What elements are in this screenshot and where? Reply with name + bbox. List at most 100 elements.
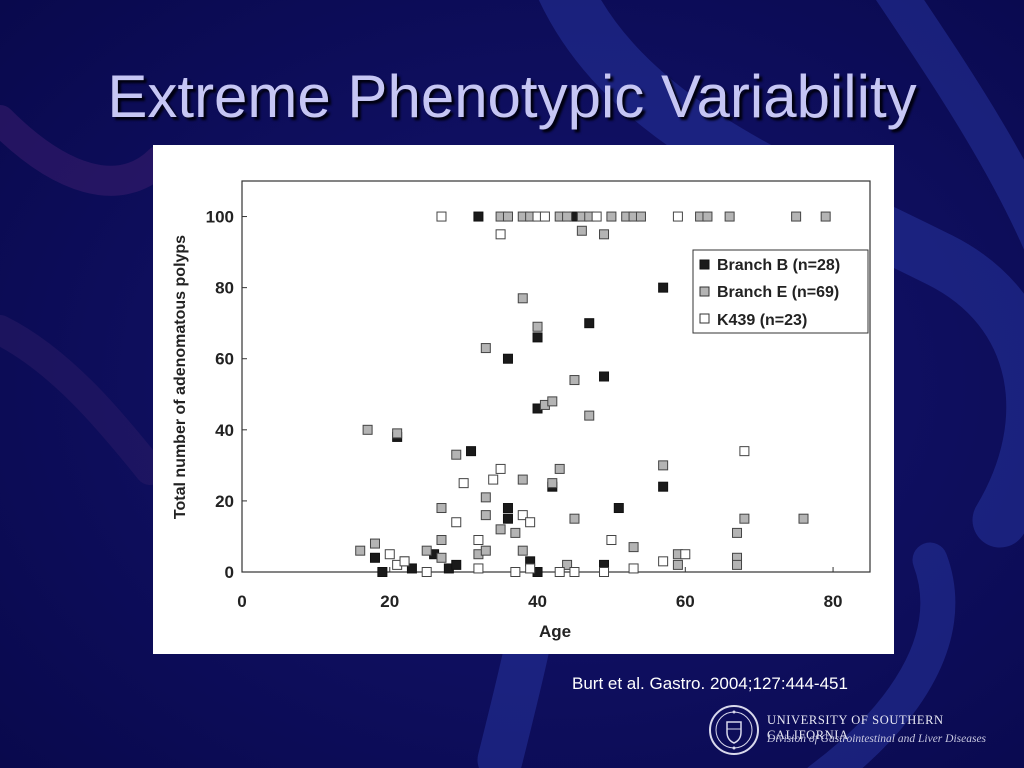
data-point (672, 559, 683, 570)
data-point (791, 211, 802, 222)
data-point (547, 396, 558, 407)
data-point (480, 510, 491, 521)
data-point (613, 503, 624, 514)
data-point (599, 371, 610, 382)
data-point (502, 503, 513, 514)
data-point (355, 545, 366, 556)
data-point (739, 446, 750, 457)
data-point (510, 567, 521, 577)
data-point (488, 474, 499, 485)
data-point (502, 353, 513, 364)
data-point (658, 556, 669, 567)
data-point (532, 332, 543, 343)
data-point (495, 463, 506, 474)
data-point (554, 463, 565, 474)
x-tick-label: 20 (380, 592, 399, 611)
data-point (539, 211, 550, 222)
data-point (562, 211, 573, 222)
data-point (658, 481, 669, 492)
data-point (517, 474, 528, 485)
y-tick-label: 100 (206, 208, 234, 227)
data-point (798, 513, 809, 524)
data-point (480, 343, 491, 354)
data-point (672, 211, 683, 222)
data-point (724, 211, 735, 222)
data-point (517, 293, 528, 304)
plot-area-frame (241, 180, 871, 573)
data-point (473, 535, 484, 546)
data-point (369, 538, 380, 549)
data-point (495, 524, 506, 535)
data-point (732, 559, 743, 570)
legend: Branch B (n=28) Branch E (n=69) K439 (n=… (692, 249, 869, 334)
data-point (532, 321, 543, 332)
series-0 (369, 211, 669, 577)
data-point (421, 545, 432, 556)
data-point (480, 545, 491, 556)
x-tick-label: 80 (824, 592, 843, 611)
series-2 (384, 211, 750, 577)
data-point (554, 567, 565, 577)
y-tick-label: 60 (215, 350, 234, 369)
scatter-chart: 0 20 40 60 80 100 0 20 40 60 80 Age Total number … (172, 180, 871, 641)
x-tick-label: 0 (237, 592, 246, 611)
data-points (355, 211, 831, 577)
data-point (436, 535, 447, 546)
data-point (547, 478, 558, 489)
x-tick-label: 60 (676, 592, 695, 611)
university-name: UNIVERSITY OF SOUTHERN CALIFORNIA (767, 713, 944, 742)
data-point (369, 552, 380, 563)
data-point (384, 549, 395, 560)
data-point (517, 510, 528, 521)
data-point (599, 567, 610, 577)
data-point (495, 229, 506, 240)
legend-box (692, 249, 869, 334)
slide-title: Extreme Phenotypic Variability (107, 63, 917, 130)
data-point (702, 211, 713, 222)
division-name: Division of Gastrointestinal and Liver D… (767, 733, 987, 745)
data-point (480, 492, 491, 503)
data-point (517, 545, 528, 556)
data-point (436, 503, 447, 514)
legend-marker-branch-e (699, 286, 710, 297)
data-point (569, 567, 580, 577)
data-point (562, 559, 573, 570)
data-point (591, 211, 602, 222)
legend-marker-k439 (699, 313, 710, 324)
data-point (628, 563, 639, 574)
data-point (466, 446, 477, 457)
y-tick-label: 0 (225, 563, 234, 582)
data-point (473, 211, 484, 222)
data-point (569, 513, 580, 524)
x-axis-label: Age (539, 622, 571, 641)
data-point (576, 225, 587, 236)
series-1 (355, 211, 831, 570)
data-point (436, 211, 447, 222)
data-point (680, 549, 691, 560)
data-point (421, 567, 432, 577)
legend-label-branch-e: Branch E (n=69) (717, 284, 839, 301)
data-point (399, 556, 410, 567)
data-point (458, 478, 469, 489)
data-point (739, 513, 750, 524)
y-tick-label: 40 (215, 421, 234, 440)
data-point (584, 410, 595, 421)
data-point (658, 282, 669, 293)
data-point (732, 527, 743, 538)
data-point (510, 527, 521, 538)
data-point (584, 318, 595, 329)
legend-marker-branch-b (699, 259, 710, 270)
data-point (606, 211, 617, 222)
legend-label-branch-b: Branch B (n=28) (717, 257, 840, 274)
data-point (392, 428, 403, 439)
data-point (451, 449, 462, 460)
data-point (525, 517, 536, 528)
data-point (451, 559, 462, 570)
data-point (362, 424, 373, 435)
legend-label-k439: K439 (n=23) (717, 312, 807, 329)
data-point (377, 567, 388, 577)
data-point (525, 563, 536, 574)
x-axis: 0 20 40 60 80 (237, 567, 843, 611)
citation: Burt et al. Gastro. 2004;127:444-451 (572, 674, 848, 693)
data-point (606, 535, 617, 546)
